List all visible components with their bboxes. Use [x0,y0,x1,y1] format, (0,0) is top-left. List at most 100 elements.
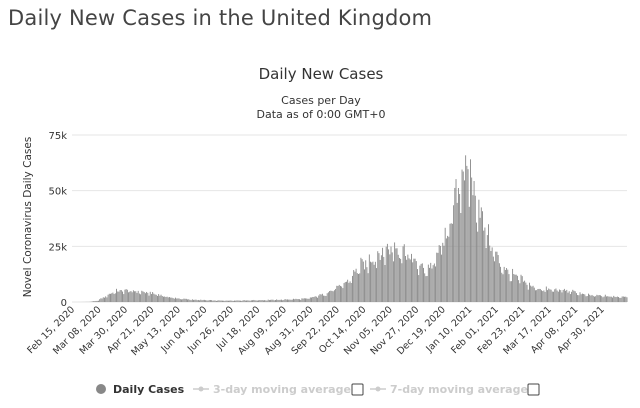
bar [447,235,449,302]
bar [494,261,495,302]
bar [267,299,269,302]
bar [572,289,574,302]
legend-3day-checkbox[interactable] [351,383,364,396]
bar [271,299,273,302]
bar [377,251,379,302]
bar [614,296,616,302]
bar [329,291,331,302]
bar [567,292,569,302]
bar [531,286,533,302]
bar [132,290,134,302]
bar [473,181,475,302]
bar [461,169,463,302]
bar [124,289,126,302]
bar [556,290,558,302]
bar [202,299,204,302]
bar [545,286,547,302]
bar [342,288,344,302]
bar [543,290,545,302]
bar [354,271,356,302]
bar [150,294,152,302]
legend[interactable]: Daily Cases 3-day moving average 7-day m… [96,383,540,396]
bar [297,299,299,302]
bar [274,300,276,302]
legend-7day-label[interactable]: 7-day moving average [390,383,528,396]
bar [193,299,195,302]
bar [602,297,604,302]
bar [589,294,591,302]
bar [154,294,156,302]
legend-7day-checkbox[interactable] [527,383,540,396]
bar [200,299,202,302]
bar [535,290,536,302]
bar [110,293,111,302]
bar [507,269,509,302]
bar [460,213,462,302]
bar [613,295,615,302]
bar [584,294,586,302]
bar [480,207,482,302]
bar [607,296,609,302]
bar [343,283,345,302]
bar [152,292,154,302]
bar [495,251,497,302]
bar [122,291,123,302]
bar [542,291,544,302]
bar [413,258,415,302]
bar [153,293,155,302]
grid-lines [72,134,627,303]
bar [624,296,626,302]
bar [456,202,458,302]
bar [148,295,150,302]
bar [565,290,567,302]
bar [91,301,93,302]
bar [411,253,412,302]
bar [426,275,428,302]
bar [429,267,430,302]
bar [240,300,241,302]
chart-subtitle-1: Cases per Day [281,94,361,107]
y-tick-label: 0 [61,298,67,309]
bar [583,293,585,302]
bar [445,238,447,302]
bar [301,298,303,302]
bar [501,272,503,302]
bar [118,291,120,302]
bar [228,300,229,302]
bar [319,294,321,302]
bar [327,292,329,302]
bar [414,258,416,302]
bar [295,298,297,302]
bar [550,289,552,302]
bar [457,188,459,302]
legend-3day-label[interactable]: 3-day moving average [213,383,351,396]
bar [331,290,333,302]
legend-daily-cases-marker[interactable] [96,384,106,394]
bar [191,299,193,302]
bar [299,299,300,302]
bar [571,291,573,302]
bar [451,223,453,302]
bar [472,195,474,302]
bar [591,294,593,302]
bar [427,264,429,302]
bar [590,295,592,302]
bar [454,187,456,302]
bar [417,269,418,302]
bar [612,297,613,302]
bar [293,298,294,302]
legend-daily-cases-label[interactable]: Daily Cases [113,383,185,396]
bar [431,268,433,302]
bar [305,298,306,302]
bar [273,300,275,302]
bar [278,299,280,302]
bar [398,257,400,302]
bar [183,298,185,302]
bar [276,299,278,302]
bar [530,285,532,302]
bar [389,254,391,302]
bar [136,292,138,302]
bar [355,268,357,302]
bar [486,235,488,302]
bar [337,285,339,302]
